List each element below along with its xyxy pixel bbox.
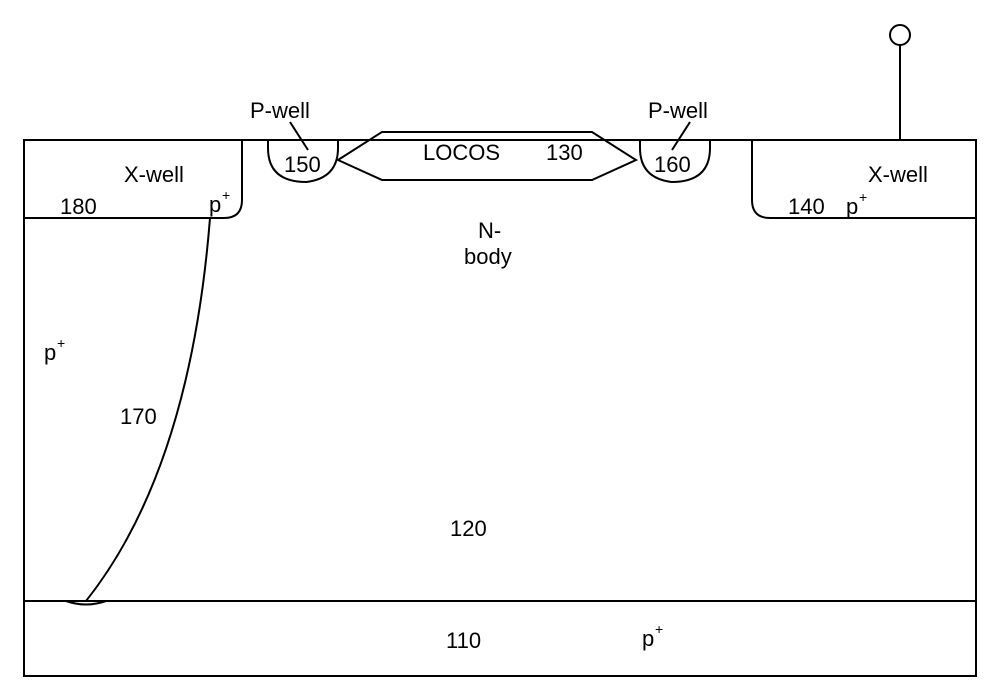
label-180: 180 — [60, 194, 97, 219]
label-pplus-180: p+ — [209, 187, 230, 217]
svg-text:p: p — [44, 340, 56, 365]
leader-pwell-right — [672, 122, 690, 150]
label-pwell-right: P-well — [648, 98, 708, 123]
svg-text:p: p — [846, 194, 858, 219]
svg-text:+: + — [222, 187, 230, 203]
label-xwell-left: X-well — [124, 162, 184, 187]
svg-text:+: + — [655, 621, 663, 637]
xwell-right — [752, 140, 976, 218]
label-150: 150 — [284, 152, 321, 177]
label-pplus-140: p+ — [846, 189, 867, 219]
label-110: 110 — [446, 628, 481, 653]
label-170: 170 — [120, 404, 157, 429]
label-xwell-right: X-well — [868, 162, 928, 187]
leader-pwell-left — [290, 122, 308, 150]
label-pplus-bulk: p+ — [44, 335, 65, 365]
label-140: 140 — [788, 194, 825, 219]
label-nbody-1: N- — [478, 218, 501, 243]
svg-text:p: p — [209, 192, 221, 217]
label-130: 130 — [546, 140, 583, 165]
label-locos: LOCOS — [423, 140, 500, 165]
label-160: 160 — [654, 152, 691, 177]
label-pwell-left: P-well — [250, 98, 310, 123]
svg-text:p: p — [642, 626, 654, 651]
svg-text:+: + — [859, 189, 867, 205]
label-120: 120 — [450, 516, 487, 541]
terminal-node — [890, 25, 910, 45]
label-nbody-2: body — [464, 244, 512, 269]
label-pplus-substrate: p+ — [642, 621, 663, 651]
svg-text:+: + — [57, 335, 65, 351]
